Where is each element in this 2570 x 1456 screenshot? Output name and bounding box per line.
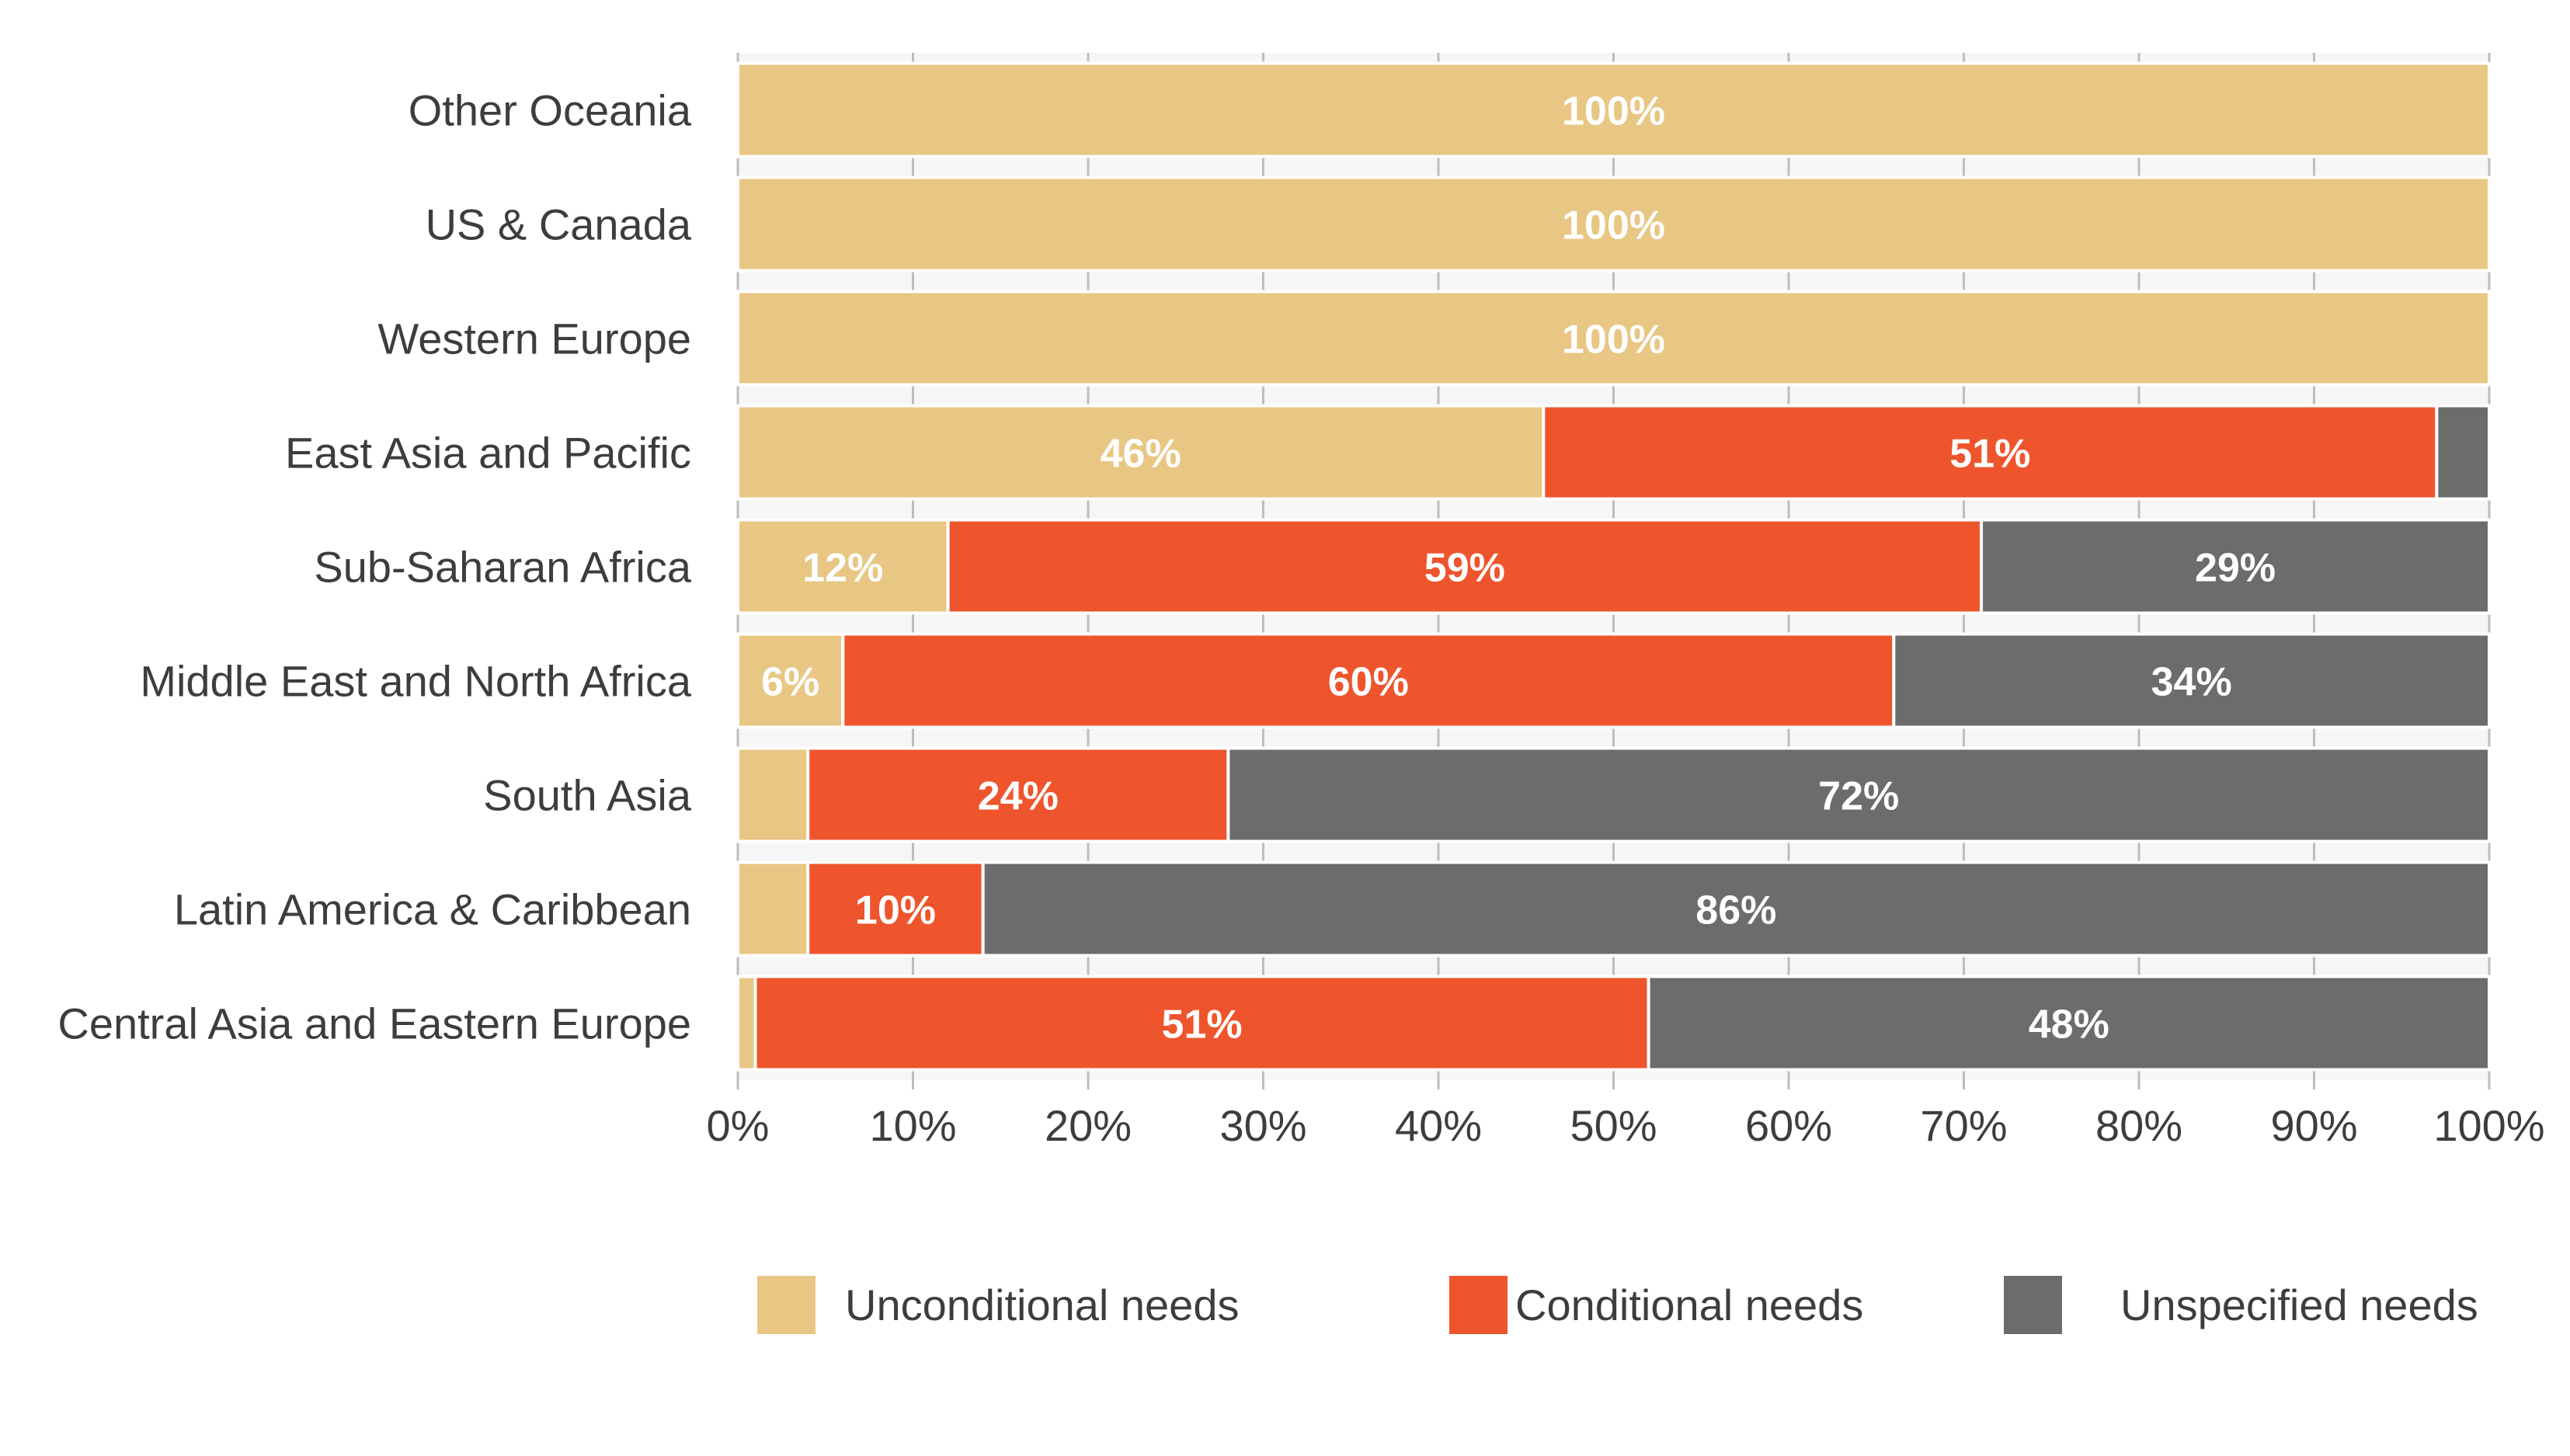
data-label: 46%	[1101, 432, 1181, 477]
data-label: 100%	[1562, 318, 1665, 363]
data-label: 51%	[1949, 432, 2030, 477]
bar-segment	[1542, 404, 2439, 501]
data-label: 86%	[1695, 888, 1776, 933]
x-tick-label: 100%	[2433, 1101, 2544, 1150]
bar-segment	[736, 404, 1546, 501]
data-label: 24%	[978, 774, 1059, 819]
data-label: 48%	[2029, 1003, 2109, 1048]
bar-segment	[1892, 632, 2492, 729]
bar-segment	[736, 632, 845, 729]
bar-segment	[946, 518, 1984, 615]
legend-swatch-unconditional	[757, 1275, 816, 1334]
legend-swatch-conditional	[1449, 1275, 1508, 1334]
category-label: South Asia	[483, 771, 692, 820]
bar-segment	[736, 975, 757, 1072]
data-label: 72%	[1818, 774, 1899, 819]
data-label: 12%	[802, 546, 883, 591]
data-label: 10%	[855, 888, 936, 933]
category-label: Western Europe	[377, 314, 691, 363]
legend-item-conditional: Conditional needs	[1449, 1274, 1863, 1336]
bar-segment	[736, 175, 2491, 273]
x-tick-label: 80%	[2095, 1101, 2182, 1150]
x-tick-label: 10%	[869, 1101, 956, 1150]
bar-segment	[806, 746, 1230, 843]
x-tick-label: 20%	[1045, 1101, 1132, 1150]
legend-item-unspecified: Unspecified needs	[2004, 1274, 2478, 1336]
bar-segment	[736, 860, 810, 957]
bar-segment	[753, 975, 1650, 1072]
data-label: 59%	[1424, 546, 1505, 591]
legend-swatch-unspecified	[2004, 1275, 2062, 1334]
category-label: Sub-Saharan Africa	[314, 543, 691, 592]
bar-segment	[736, 61, 2491, 158]
x-tick-label: 90%	[2270, 1101, 2357, 1150]
bar-segment	[1226, 746, 2491, 843]
legend-label-unspecified: Unspecified needs	[2120, 1280, 2478, 1329]
legend-label-conditional: Conditional needs	[1515, 1280, 1864, 1329]
chart-legend: Unconditional needs Conditional needs Un…	[0, 1274, 2570, 1351]
bar-segment	[1647, 975, 2492, 1072]
data-label: 51%	[1162, 1003, 1243, 1048]
x-tick-label: 0%	[707, 1101, 770, 1150]
x-tick-label: 30%	[1219, 1101, 1306, 1150]
bar-segment	[2435, 404, 2492, 501]
data-label: 60%	[1328, 660, 1409, 705]
bar-segment	[981, 860, 2491, 957]
x-tick-label: 70%	[1920, 1101, 2007, 1150]
bar-segment	[806, 860, 985, 957]
category-label: Other Oceania	[409, 86, 692, 135]
x-tick-label: 50%	[1570, 1101, 1657, 1150]
category-label: Middle East and North Africa	[140, 657, 692, 706]
bar-segment	[736, 746, 810, 843]
bar-segment	[736, 290, 2491, 387]
x-tick-label: 40%	[1395, 1101, 1482, 1150]
data-label: 34%	[2151, 660, 2232, 705]
category-label: US & Canada	[426, 200, 692, 249]
bar-segment	[1980, 518, 2492, 615]
category-label: Central Asia and Eastern Europe	[57, 999, 691, 1048]
legend-item-unconditional: Unconditional needs	[757, 1274, 1239, 1336]
data-label: 29%	[2195, 546, 2276, 591]
category-label: Latin America & Caribbean	[174, 885, 691, 934]
x-tick-label: 60%	[1745, 1101, 1832, 1150]
data-label: 100%	[1562, 203, 1665, 248]
chart-plot: 0% 10% 20% 30% 40% 50% 60% 70% 80% 90% 100% Other O…	[57, 53, 2545, 1150]
data-label: 100%	[1562, 89, 1665, 134]
category-label: East Asia and Pacific	[285, 429, 691, 478]
bar-segment	[841, 632, 1896, 729]
legend-label-unconditional: Unconditional needs	[845, 1280, 1240, 1329]
data-label: 6%	[761, 660, 819, 705]
